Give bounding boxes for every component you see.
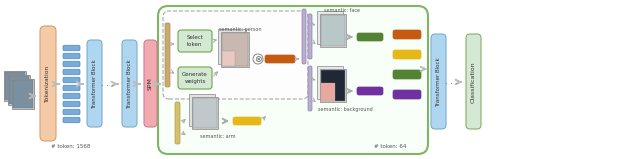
FancyBboxPatch shape — [393, 50, 421, 59]
FancyBboxPatch shape — [165, 23, 170, 87]
Bar — [222, 51, 235, 66]
Bar — [12, 79, 34, 109]
Text: . . .: . . . — [445, 77, 459, 86]
FancyBboxPatch shape — [63, 85, 80, 91]
Bar — [8, 75, 30, 105]
Bar — [5, 72, 25, 100]
Bar — [193, 98, 217, 128]
Bar — [317, 66, 343, 99]
FancyBboxPatch shape — [63, 101, 80, 107]
FancyBboxPatch shape — [63, 93, 80, 99]
Text: # token: 64: # token: 64 — [374, 145, 406, 149]
Bar — [4, 71, 26, 101]
Text: semantic: background: semantic: background — [317, 107, 372, 111]
Bar — [13, 80, 33, 108]
FancyBboxPatch shape — [63, 45, 80, 51]
FancyBboxPatch shape — [302, 9, 306, 64]
Text: SPM: SPM — [148, 78, 153, 90]
FancyBboxPatch shape — [393, 30, 421, 39]
Bar — [221, 32, 249, 67]
FancyBboxPatch shape — [63, 61, 80, 67]
Bar — [321, 15, 345, 46]
FancyBboxPatch shape — [87, 40, 102, 127]
Text: Transformer Block: Transformer Block — [436, 57, 441, 107]
FancyBboxPatch shape — [63, 77, 80, 83]
FancyBboxPatch shape — [175, 102, 180, 144]
Circle shape — [253, 54, 263, 64]
FancyBboxPatch shape — [393, 90, 421, 99]
FancyBboxPatch shape — [144, 40, 157, 127]
FancyBboxPatch shape — [308, 14, 312, 59]
FancyBboxPatch shape — [431, 34, 446, 129]
FancyBboxPatch shape — [357, 33, 383, 41]
FancyBboxPatch shape — [178, 30, 212, 52]
FancyBboxPatch shape — [63, 69, 80, 75]
FancyBboxPatch shape — [40, 26, 56, 141]
Text: Select
token: Select token — [187, 35, 204, 47]
Text: Generate
weights: Generate weights — [182, 72, 208, 84]
Text: semantic: arm: semantic: arm — [200, 134, 236, 138]
FancyBboxPatch shape — [466, 34, 481, 129]
Bar — [320, 69, 346, 102]
FancyBboxPatch shape — [163, 11, 308, 99]
FancyBboxPatch shape — [393, 70, 421, 79]
Text: semantic: face: semantic: face — [324, 8, 360, 14]
Bar — [218, 29, 246, 64]
Bar — [192, 97, 218, 129]
FancyBboxPatch shape — [265, 55, 295, 63]
Text: . . .: . . . — [101, 80, 115, 89]
FancyBboxPatch shape — [63, 117, 80, 123]
Bar — [320, 14, 346, 47]
Bar — [321, 70, 345, 101]
Text: Tokenization: Tokenization — [45, 65, 51, 103]
Text: semantic: person: semantic: person — [219, 27, 261, 31]
Bar — [321, 83, 335, 101]
FancyBboxPatch shape — [233, 117, 261, 125]
FancyBboxPatch shape — [122, 40, 137, 127]
Text: # token: 1568: # token: 1568 — [51, 145, 91, 149]
Text: Transformer Block: Transformer Block — [127, 59, 132, 109]
Bar — [222, 33, 248, 66]
Text: Transformer Block: Transformer Block — [92, 59, 97, 109]
FancyBboxPatch shape — [158, 6, 428, 154]
FancyBboxPatch shape — [357, 87, 383, 95]
Bar — [189, 94, 215, 126]
FancyBboxPatch shape — [178, 67, 212, 89]
Text: Classification: Classification — [471, 61, 476, 103]
FancyBboxPatch shape — [63, 53, 80, 59]
FancyBboxPatch shape — [63, 109, 80, 115]
Text: ⊗: ⊗ — [254, 55, 262, 63]
Bar — [9, 76, 29, 104]
FancyBboxPatch shape — [308, 66, 312, 111]
Bar — [317, 11, 343, 44]
